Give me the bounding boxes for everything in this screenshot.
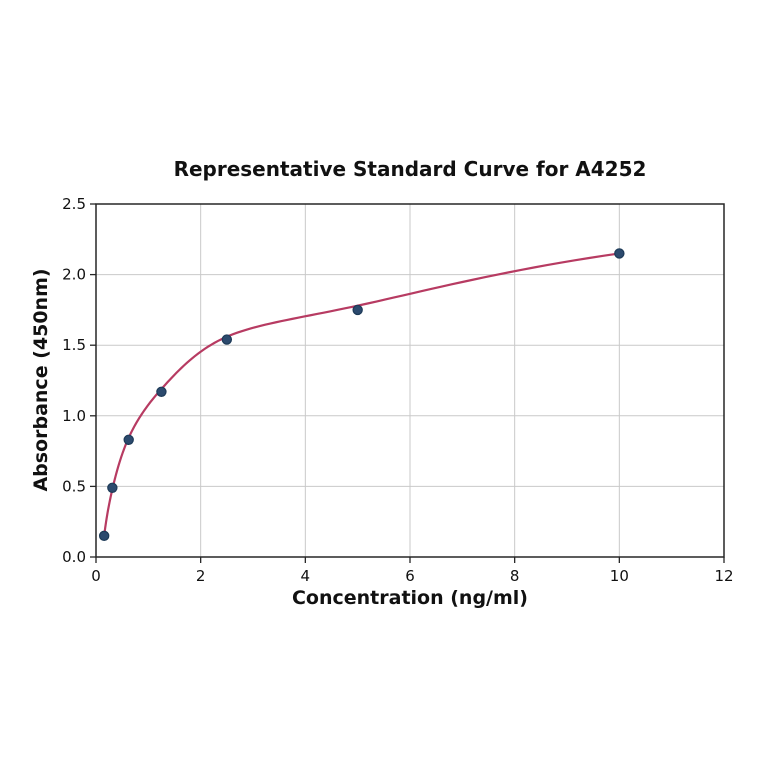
data-point xyxy=(156,386,167,397)
data-point xyxy=(352,304,363,316)
y-tick-label: 2.0 xyxy=(62,266,86,284)
y-tick-label: 0.5 xyxy=(62,477,86,495)
chart-title: Representative Standard Curve for A4252 xyxy=(173,157,647,181)
x-tick-label: 2 xyxy=(196,567,206,585)
y-tick-label: 0.0 xyxy=(62,548,86,566)
x-tick-label: 12 xyxy=(714,567,733,585)
data-point xyxy=(98,530,110,542)
x-tick-label: 0 xyxy=(91,567,101,585)
x-tick-label: 8 xyxy=(510,567,520,585)
x-tick-label: 6 xyxy=(405,567,415,585)
data-point xyxy=(123,434,134,446)
y-tick-label: 1.0 xyxy=(62,407,86,425)
data-point xyxy=(614,248,625,259)
fit-curve xyxy=(103,252,621,537)
y-tick-label: 1.5 xyxy=(62,336,86,354)
y-tick-label: 2.5 xyxy=(62,195,86,213)
x-tick-label: 10 xyxy=(610,567,629,585)
data-point xyxy=(221,334,233,345)
x-tick-label: 4 xyxy=(301,567,311,585)
data-point xyxy=(107,482,118,494)
x-axis-label: Concentration (ng/ml) xyxy=(291,587,528,609)
